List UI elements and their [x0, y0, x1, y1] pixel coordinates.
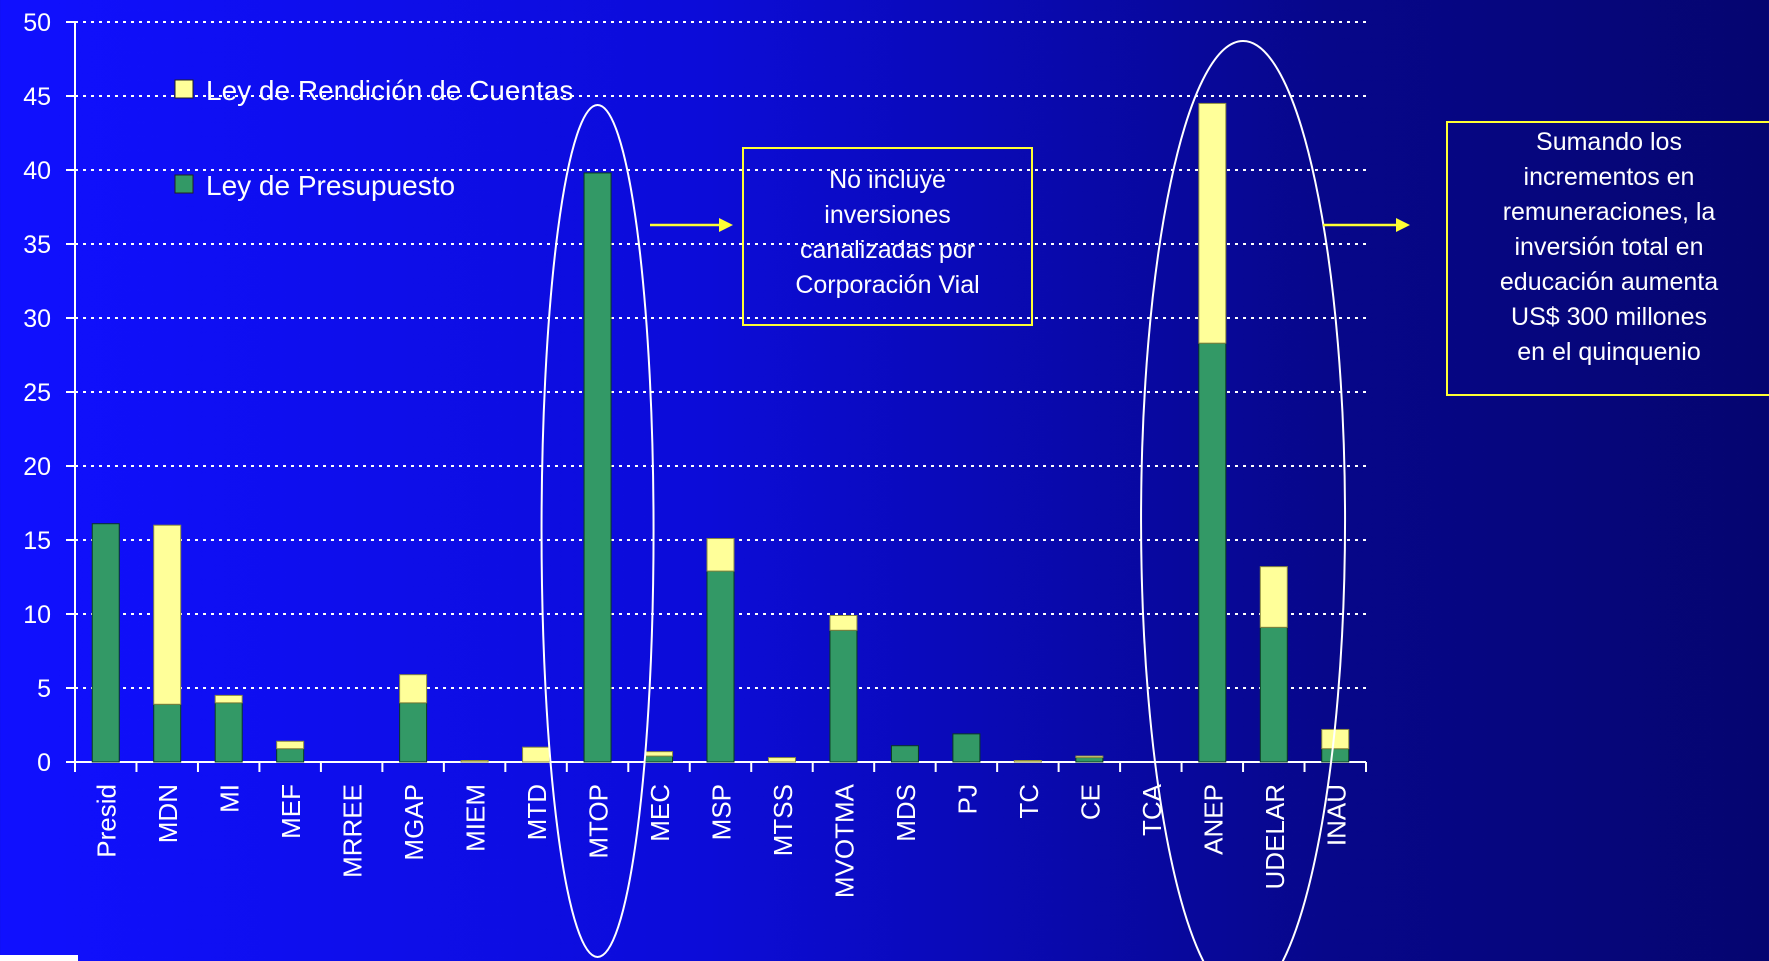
y-tick-label-10: 10 [23, 601, 51, 629]
bar-rendicion-mef [276, 740, 305, 750]
bar-rendicion-mvotma [829, 614, 858, 631]
bar-presupuesto-anep [1198, 342, 1227, 763]
bar-rendicion-mtd [522, 746, 551, 763]
y-tick-label-25: 25 [23, 379, 51, 407]
x-tick-label-mec: MEC [645, 784, 675, 842]
bar-presupuesto-udelar [1259, 626, 1288, 763]
x-tick-label-mdn: MDN [153, 784, 183, 843]
x-tick-label-udelar: UDELAR [1260, 784, 1290, 889]
x-tick-label-mef: MEF [276, 784, 306, 839]
arrow-mtop-head [719, 218, 733, 232]
y-tick-label-50: 50 [23, 9, 51, 37]
bar-presupuesto-msp [706, 570, 735, 763]
bar-presupuesto-mdn [153, 703, 182, 763]
bar-presupuesto-mvotma [829, 629, 858, 763]
y-tick-label-35: 35 [23, 231, 51, 259]
bar-presupuesto-pj [952, 733, 981, 763]
bar-rendicion-ce [1075, 755, 1104, 759]
x-tick-labels: Presid MDN MI MEF MRREE MGAP MIEM MTD MTOP MEC MSP… [92, 783, 1352, 898]
bar-rendicion-mtss [767, 757, 796, 763]
x-tick-label-mtop: MTOP [584, 784, 614, 859]
x-tick-label-anep: ANEP [1198, 784, 1228, 855]
x-tick-label-msp: MSP [707, 784, 737, 840]
y-tick-label-15: 15 [23, 527, 51, 555]
bars [91, 102, 1350, 763]
bar-rendicion-tc [1013, 760, 1042, 763]
bar-presupuesto-presid [91, 523, 120, 763]
highlight-ellipse-education [1140, 40, 1347, 961]
bar-rendicion-udelar [1259, 566, 1288, 628]
x-tick-label-inau: INAU [1321, 784, 1351, 846]
bar-rendicion-mgap [399, 674, 428, 704]
highlight-ellipse-mtop [540, 104, 655, 958]
annotation-education-note: Sumando los incrementos en remuneracione… [1446, 121, 1769, 396]
x-tick-label-miem: MIEM [461, 784, 491, 852]
x-tick-label-ce: CE [1075, 784, 1105, 820]
bar-rendicion-mec [645, 751, 674, 757]
x-tick-label-pj: PJ [952, 784, 982, 814]
arrow-education-head [1396, 218, 1410, 232]
bar-presupuesto-ce [1075, 757, 1104, 763]
x-tick-label-mgap: MGAP [399, 784, 429, 861]
y-tick-label-30: 30 [23, 305, 51, 333]
bar-presupuesto-mi [214, 702, 243, 763]
bar-rendicion-mi [214, 694, 243, 704]
bar-presupuesto-mtop [583, 172, 612, 763]
x-tick-label-mvotma: MVOTMA [829, 783, 859, 898]
y-tick-label-40: 40 [23, 157, 51, 185]
slide-corner-mark [0, 955, 78, 961]
y-tick-labels: 0 5 10 15 20 25 30 35 40 45 50 [23, 9, 51, 777]
x-tick-label-mrree: MRREE [338, 784, 368, 878]
x-tick-label-mtss: MTSS [768, 784, 798, 856]
bar-rendicion-anep [1198, 102, 1227, 344]
bar-rendicion-mdn [153, 524, 182, 705]
y-tick-label-20: 20 [23, 453, 51, 481]
annotation-mtop-note: No incluye inversiones canalizadas por C… [742, 147, 1033, 326]
y-tick-label-5: 5 [37, 675, 51, 703]
legend-label-1: Ley de Presupuesto [206, 170, 455, 201]
legend-swatch-1 [174, 174, 194, 194]
bar-presupuesto-mec [645, 755, 674, 763]
bar-rendicion-miem [460, 760, 489, 763]
bar-rendicion-msp [706, 538, 735, 572]
bar-presupuesto-inau [1321, 748, 1350, 763]
x-tick-label-mds: MDS [891, 784, 921, 842]
x-tick-label-mtd: MTD [522, 784, 552, 840]
highlight-overlays [540, 40, 1410, 961]
legend-label-0: Ley de Rendición de Cuentas [206, 75, 573, 106]
y-tick-label-45: 45 [23, 83, 51, 111]
y-tick-label-0: 0 [37, 749, 51, 777]
x-tick-label-tc: TC [1014, 784, 1044, 819]
bar-presupuesto-mds [890, 745, 919, 763]
x-tick-label-presid: Presid [92, 784, 122, 858]
legend: Ley de Rendición de Cuentas Ley de Presup… [174, 75, 573, 201]
bar-presupuesto-mef [276, 748, 305, 763]
legend-swatch-0 [174, 79, 194, 99]
x-tick-label-mi: MI [215, 784, 245, 813]
bar-presupuesto-mgap [399, 702, 428, 763]
